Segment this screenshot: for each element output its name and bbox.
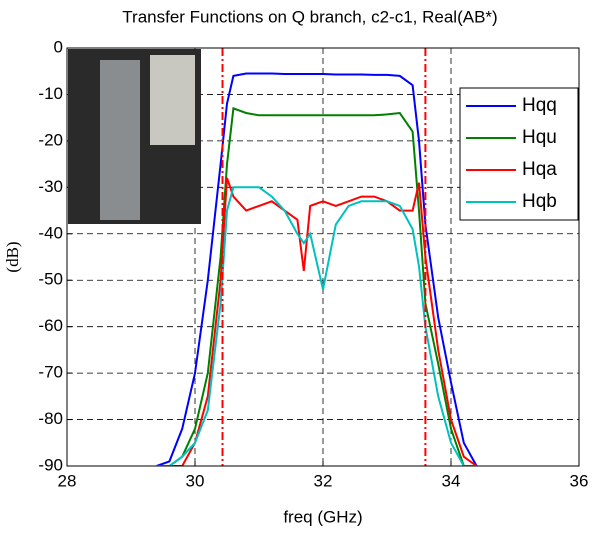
x-tick-label: 34 [442,471,461,490]
series-group [156,72,478,466]
plot-border [66,47,580,467]
y-tick-label: -60 [38,316,63,335]
y-tick-label: -30 [38,177,63,196]
y-tick-label: -50 [38,270,63,289]
inset-panel [100,60,140,220]
y-tick-label: 0 [54,37,63,56]
y-tick-label: -10 [38,84,63,103]
x-tick-label: 36 [570,471,589,490]
x-tick-label: 32 [314,471,333,490]
y-axis-label: (dB) [3,241,22,272]
series-line [156,107,477,466]
legend-label: Hqa [522,159,557,180]
y-tick-label: -80 [38,409,63,428]
series-line [156,72,478,466]
legend-label: Hqq [522,95,557,116]
x-tick-label: 30 [186,471,205,490]
y-tick-label: -20 [38,130,63,149]
x-tick-label: 28 [58,471,77,490]
y-tick-label: -90 [38,455,63,474]
legend-label: Hqu [522,127,557,148]
inset-device [150,55,195,145]
series-line [156,177,478,466]
x-axis-label: freq (GHz) [283,507,362,526]
legend-box [459,87,579,221]
legend-label: Hqb [522,191,557,212]
y-tick-label: -40 [38,223,63,242]
chart-title: Transfer Functions on Q branch, c2-c1, R… [122,7,497,26]
y-tick-label: -70 [38,363,63,382]
series-line [156,186,477,466]
